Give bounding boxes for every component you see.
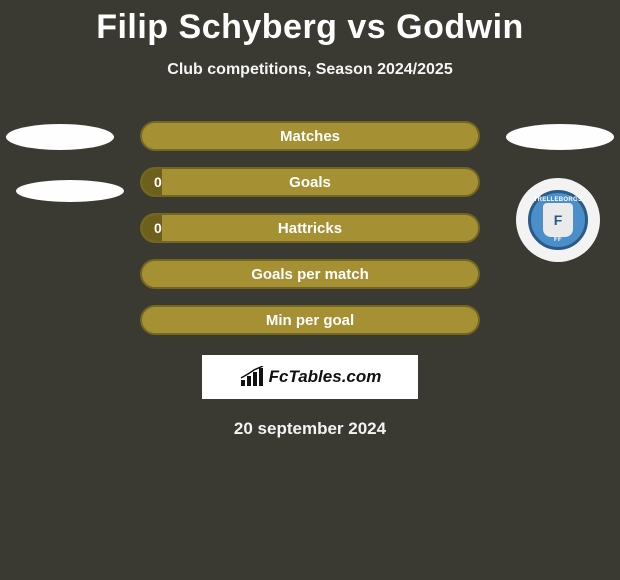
brand-text: FcTables.com — [269, 367, 382, 387]
subtitle: Club competitions, Season 2024/2025 — [0, 61, 620, 79]
bars-icon — [239, 366, 265, 388]
club-logo-text-top: TRELLEBORGS — [534, 197, 583, 203]
stat-bar-value: 0 — [154, 220, 162, 236]
player-left-placeholder — [6, 124, 114, 150]
club-left-placeholder — [16, 180, 124, 202]
stat-bar-label: Goals — [142, 174, 478, 191]
stat-bar-goals-per-match: Goals per match — [140, 259, 480, 289]
stat-bar-goals: 0 Goals — [140, 167, 480, 197]
stat-bar-label: Hattricks — [142, 220, 478, 237]
stat-bar-min-per-goal: Min per goal — [140, 305, 480, 335]
player-right-placeholder — [506, 124, 614, 150]
stat-bar-value: 0 — [154, 174, 162, 190]
stat-bars: Matches 0 Goals 0 Hattricks Goals per ma… — [140, 121, 480, 335]
stat-bar-matches: Matches — [140, 121, 480, 151]
stat-bar-hattricks: 0 Hattricks — [140, 213, 480, 243]
club-right-logo: TRELLEBORGS F FF — [516, 178, 600, 262]
club-logo-text-bottom: FF — [554, 237, 562, 243]
stat-bar-label: Min per goal — [142, 312, 478, 329]
page-title: Filip Schyberg vs Godwin — [0, 0, 620, 47]
stat-bar-label: Matches — [142, 128, 478, 145]
date-line: 20 september 2024 — [0, 419, 620, 439]
stat-bar-label: Goals per match — [142, 266, 478, 283]
club-logo-shield: F — [543, 203, 573, 237]
brand-badge: FcTables.com — [202, 355, 418, 399]
